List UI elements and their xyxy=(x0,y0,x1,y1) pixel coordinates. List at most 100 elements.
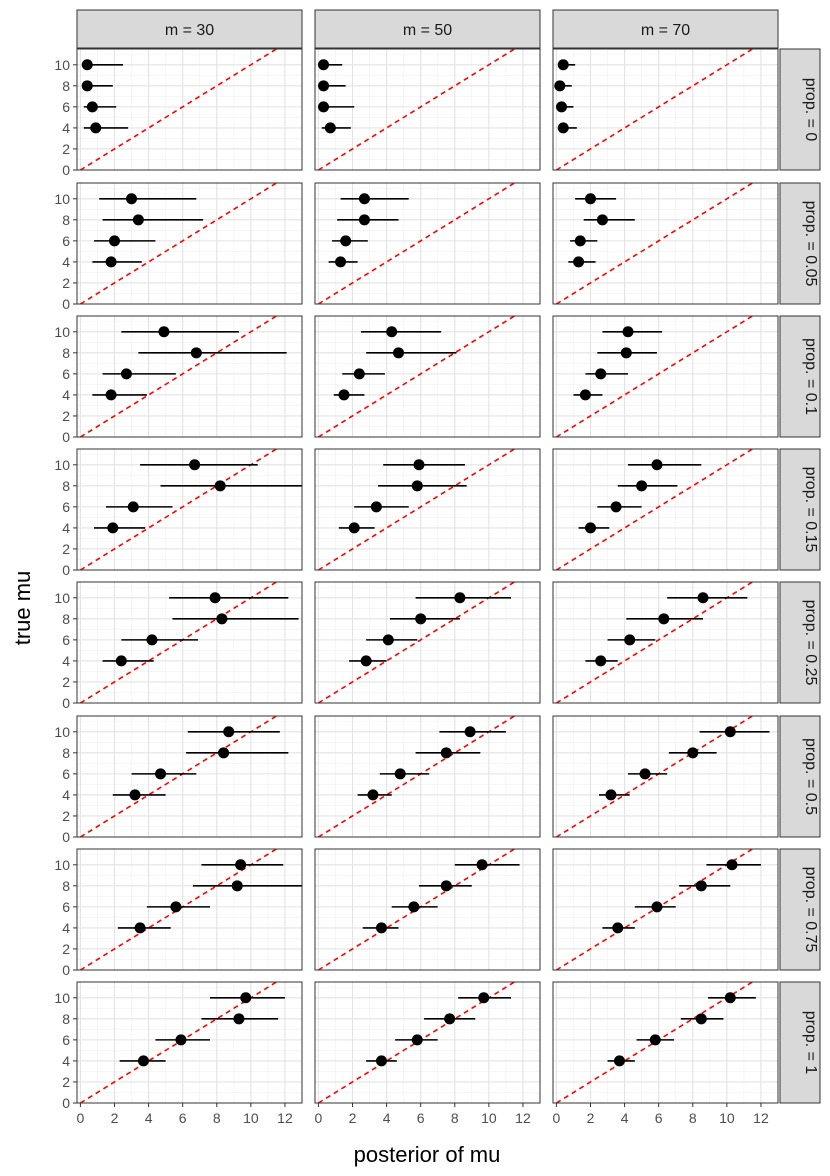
panel-background xyxy=(77,316,302,437)
estimate-point xyxy=(105,256,117,268)
estimate-point xyxy=(440,880,452,892)
y-tick-label: 8 xyxy=(62,78,70,94)
y-tick-label: 0 xyxy=(62,695,70,711)
estimate-point xyxy=(386,326,398,338)
row-strip-label: prop. = 0 xyxy=(802,78,819,142)
y-tick-label: 6 xyxy=(62,1032,70,1048)
panel-border xyxy=(76,315,303,438)
estimate-point xyxy=(595,655,607,667)
y-tick-label: 0 xyxy=(62,829,70,845)
panel-background xyxy=(77,849,302,970)
x-tick-label: 4 xyxy=(383,1110,391,1126)
estimate-point xyxy=(175,1034,187,1046)
estimate-point xyxy=(613,1055,625,1067)
panel-background xyxy=(315,316,540,437)
estimate-point xyxy=(231,880,243,892)
estimate-point xyxy=(612,922,624,934)
estimate-point xyxy=(216,613,228,625)
panel-background xyxy=(77,716,302,837)
x-tick-label: 0 xyxy=(553,1110,561,1126)
y-tick-label: 8 xyxy=(62,611,70,627)
panel-border xyxy=(76,182,303,305)
estimate-point xyxy=(394,768,406,780)
panel-background xyxy=(315,716,540,837)
estimate-point xyxy=(476,859,488,871)
estimate-point xyxy=(415,613,427,625)
panel-border xyxy=(552,448,779,571)
estimate-point xyxy=(367,789,379,801)
estimate-point xyxy=(411,1034,423,1046)
y-tick-label: 2 xyxy=(62,141,70,157)
y-tick-label: 8 xyxy=(62,745,70,761)
reference-line xyxy=(317,715,515,838)
panel-border xyxy=(314,581,541,704)
y-tick-label: 6 xyxy=(62,899,70,915)
estimate-point xyxy=(370,501,382,513)
estimate-point xyxy=(454,592,466,604)
panel-border xyxy=(76,981,303,1104)
estimate-point xyxy=(605,789,617,801)
x-tick-label: 6 xyxy=(417,1110,425,1126)
estimate-point xyxy=(573,256,585,268)
y-tick-label: 0 xyxy=(62,429,70,445)
reference-line xyxy=(79,315,277,438)
estimate-point xyxy=(724,726,736,738)
x-tick-label: 10 xyxy=(243,1110,259,1126)
row-strip-label: prop. = 1 xyxy=(802,1011,819,1075)
row-strip xyxy=(779,848,821,971)
x-tick-label: 12 xyxy=(515,1110,531,1126)
y-tick-label: 2 xyxy=(62,275,70,291)
y-tick-label: 4 xyxy=(62,1053,70,1069)
estimate-point xyxy=(358,214,370,226)
panel-background xyxy=(77,449,302,570)
y-tick-label: 0 xyxy=(62,1095,70,1111)
panel-background xyxy=(315,849,540,970)
panel-border xyxy=(552,48,779,171)
column-strip-label: m = 50 xyxy=(403,22,452,39)
reference-line xyxy=(555,182,753,305)
estimate-point xyxy=(622,326,634,338)
estimate-point xyxy=(585,193,596,205)
x-tick-label: 2 xyxy=(349,1110,357,1126)
row-strip xyxy=(779,48,821,171)
estimate-point xyxy=(724,992,736,1004)
column-strip-label: m = 70 xyxy=(641,22,690,39)
y-tick-label: 4 xyxy=(62,787,70,803)
panel-border xyxy=(314,48,541,171)
x-tick-label: 10 xyxy=(481,1110,497,1126)
y-tick-label: 6 xyxy=(62,499,70,515)
panel-background xyxy=(553,449,778,570)
reference-line xyxy=(555,48,753,171)
panel-background xyxy=(553,49,778,170)
estimate-point xyxy=(86,101,98,113)
y-tick-label: 8 xyxy=(62,478,70,494)
estimate-point xyxy=(413,459,425,471)
panel-background xyxy=(77,982,302,1103)
estimate-point xyxy=(214,480,226,492)
row-strip xyxy=(779,182,821,305)
y-tick-label: 8 xyxy=(62,345,70,361)
panel-border xyxy=(552,848,779,971)
x-tick-label: 0 xyxy=(77,1110,85,1126)
panel-background xyxy=(553,849,778,970)
estimate-point xyxy=(129,789,141,801)
panel-background xyxy=(315,449,540,570)
panel-border xyxy=(76,448,303,571)
row-strip-label: prop. = 0.5 xyxy=(802,738,819,815)
y-tick-label: 6 xyxy=(62,99,70,115)
estimate-point xyxy=(340,235,352,247)
estimate-point xyxy=(375,922,387,934)
panel-background xyxy=(553,582,778,703)
estimate-point xyxy=(649,1034,661,1046)
estimate-point xyxy=(393,347,405,359)
estimate-point xyxy=(90,122,102,134)
panel-border xyxy=(552,182,779,305)
estimate-point xyxy=(360,655,372,667)
panel-background xyxy=(553,982,778,1103)
row-strip xyxy=(779,581,821,704)
estimate-point xyxy=(155,768,167,780)
estimate-point xyxy=(556,101,568,113)
reference-line xyxy=(79,715,277,838)
y-tick-label: 6 xyxy=(62,632,70,648)
y-tick-label: 2 xyxy=(62,674,70,690)
